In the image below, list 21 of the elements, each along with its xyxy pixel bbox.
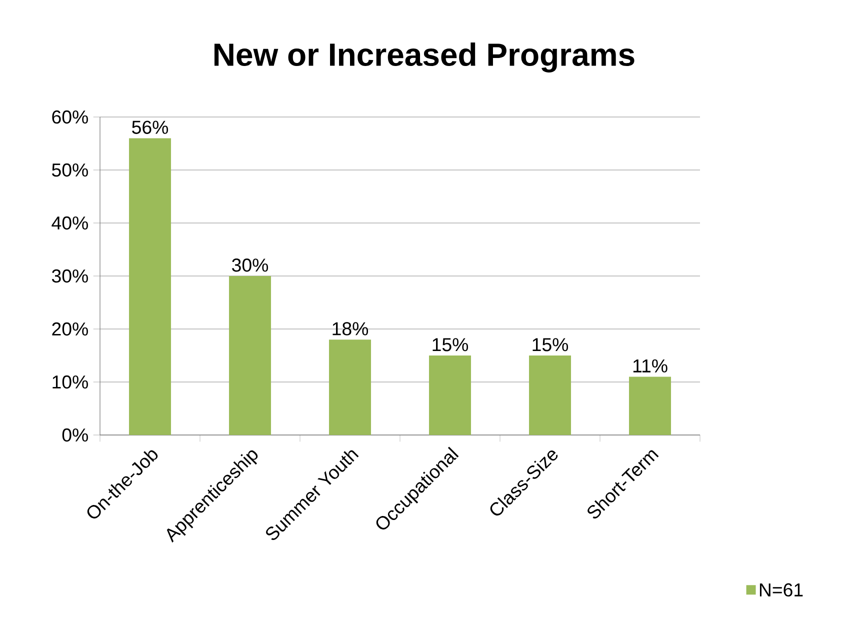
y-tick-label: 30% bbox=[52, 269, 88, 283]
bar bbox=[629, 376, 672, 435]
chart-title: New or Increased Programs bbox=[214, 42, 634, 72]
bar bbox=[329, 340, 372, 435]
bar bbox=[229, 276, 272, 435]
y-tick-label: 0% bbox=[62, 428, 88, 442]
data-label: 18% bbox=[332, 322, 368, 336]
bar bbox=[529, 356, 572, 435]
data-label: 30% bbox=[232, 258, 268, 272]
bar bbox=[129, 138, 172, 435]
data-label: 15% bbox=[532, 338, 568, 352]
data-label: 56% bbox=[132, 120, 168, 134]
y-tick-label: 20% bbox=[52, 322, 88, 336]
data-label: 11% bbox=[633, 359, 668, 372]
bar bbox=[429, 356, 472, 435]
y-tick-label: 40% bbox=[52, 216, 88, 230]
legend-label: N=61 bbox=[760, 583, 803, 597]
y-tick-label: 60% bbox=[52, 110, 88, 124]
y-tick-label: 50% bbox=[52, 163, 88, 177]
y-tick-label: 10% bbox=[52, 375, 88, 389]
data-label: 15% bbox=[432, 338, 468, 352]
